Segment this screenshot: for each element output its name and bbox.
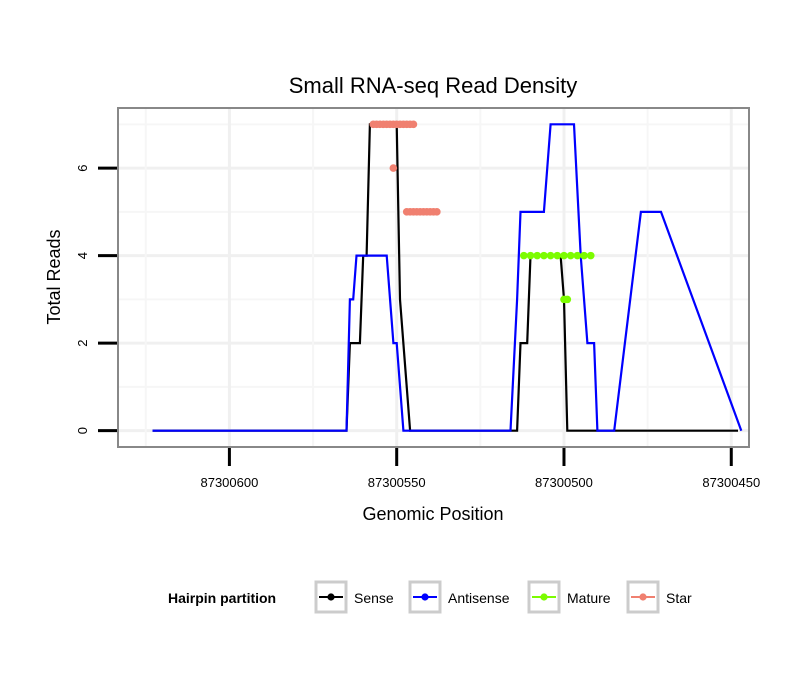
data-point-star <box>389 164 398 172</box>
data-point-mature <box>553 251 562 260</box>
legend-key-sense-point <box>327 593 335 601</box>
chart-title: Small RNA-seq Read Density <box>289 73 578 98</box>
data-point-mature <box>573 251 582 260</box>
data-point-star <box>409 120 418 129</box>
legend-label-antisense: Antisense <box>448 590 510 606</box>
data-point-star <box>433 208 441 216</box>
x-axis-title: Genomic Position <box>362 504 503 524</box>
y-tick-label: 6 <box>75 164 90 171</box>
legend-title: Hairpin partition <box>168 590 276 606</box>
data-point-mature <box>566 251 575 260</box>
legend-label-star: Star <box>666 590 692 606</box>
y-tick-label: 4 <box>75 252 90 259</box>
data-point-mature <box>533 251 542 260</box>
data-point-mature <box>586 251 595 260</box>
y-tick-label: 2 <box>75 340 90 347</box>
legend-label-sense: Sense <box>354 590 394 606</box>
data-point-mature <box>546 251 555 260</box>
data-point-mature <box>520 251 528 260</box>
legend-key-mature-point <box>540 593 548 601</box>
data-point-mature <box>526 251 535 260</box>
legend: Hairpin partition Sense Antisense Mature St… <box>168 580 692 614</box>
legend-key-star-point <box>639 593 647 601</box>
data-point-mature <box>580 251 588 260</box>
plot-panel <box>117 107 750 448</box>
x-tick-label: 87300450 <box>702 475 760 490</box>
y-axis-title: Total Reads <box>44 229 64 324</box>
data-point-mature <box>540 251 548 260</box>
legend-label-mature: Mature <box>567 590 611 606</box>
legend-key-antisense-point <box>421 593 429 601</box>
axes: 0 2 4 6 87300600 87300550 87300500 87300450 <box>75 164 760 490</box>
data-point-mature <box>560 251 568 260</box>
x-tick-label: 87300600 <box>200 475 258 490</box>
series-line-antisense <box>152 123 743 432</box>
x-tick-label: 87300500 <box>535 475 593 490</box>
data-point-mature <box>563 295 572 304</box>
series-layer <box>152 120 743 432</box>
x-tick-label: 87300550 <box>368 475 426 490</box>
y-tick-label: 0 <box>75 427 90 434</box>
